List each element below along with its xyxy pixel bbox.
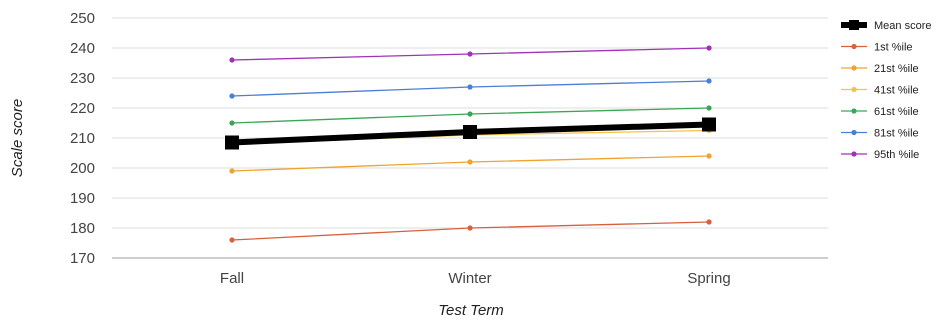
legend-item: Mean score <box>841 20 931 32</box>
series-95th-ile <box>229 45 712 63</box>
y-tick-label: 170 <box>70 250 95 267</box>
legend-label: 81st %ile <box>874 128 919 140</box>
legend-label: Mean score <box>874 20 931 32</box>
data-point <box>229 93 235 99</box>
legend-label: 1st %ile <box>874 42 913 54</box>
legend-label: 21st %ile <box>874 63 919 75</box>
series-mean-score <box>225 117 716 150</box>
legend-swatch-marker <box>849 20 859 30</box>
data-point <box>463 125 477 139</box>
y-tick-label: 240 <box>70 40 95 57</box>
y-tick-label: 190 <box>70 190 95 207</box>
legend-item: 61st %ile <box>841 106 919 118</box>
legend-label: 41st %ile <box>874 85 919 97</box>
series-line <box>231 221 710 241</box>
legend-swatch-marker <box>851 86 857 93</box>
data-point <box>706 153 712 159</box>
data-point <box>706 105 712 111</box>
legend: Mean score 1st %ile 21st %ile 41st %ile 61st… <box>841 20 931 161</box>
series-lines <box>225 45 716 243</box>
legend-item: 21st %ile <box>841 63 919 75</box>
data-point <box>229 168 235 174</box>
data-point <box>706 45 712 51</box>
x-tick-label: Winter <box>448 270 491 287</box>
legend-item: 81st %ile <box>841 128 919 140</box>
y-tick-label: 180 <box>70 220 95 237</box>
legend-swatch-marker <box>851 43 857 50</box>
data-point <box>467 111 473 117</box>
y-tick-label: 250 <box>70 10 95 27</box>
data-point <box>225 135 239 150</box>
legend-swatch-marker <box>851 65 857 71</box>
series-1st-ile <box>229 219 712 243</box>
legend-label: 61st %ile <box>874 106 919 118</box>
y-axis-ticks: 170 180 190 200 210 220 230 240 250 <box>70 10 95 267</box>
x-axis-title: Test Term <box>438 302 504 319</box>
data-point <box>706 219 712 225</box>
y-tick-label: 200 <box>70 160 95 177</box>
data-point <box>467 51 473 57</box>
series-21st-ile <box>229 153 712 174</box>
data-point <box>706 78 712 84</box>
data-point <box>229 237 235 243</box>
series-81st-ile <box>229 78 712 99</box>
data-point <box>229 57 235 63</box>
x-tick-label: Spring <box>687 270 730 287</box>
legend-swatch-marker <box>851 108 857 114</box>
y-tick-label: 220 <box>70 100 95 117</box>
x-tick-label: Fall <box>220 270 244 287</box>
legend-swatch-marker <box>851 129 857 136</box>
legend-item: 95th %ile <box>841 149 919 161</box>
x-axis-ticks: Fall Winter Spring <box>220 270 731 287</box>
series-61st-ile <box>229 105 712 126</box>
data-point <box>702 117 716 132</box>
legend-swatch-marker <box>851 151 857 157</box>
legend-item: 1st %ile <box>841 42 913 54</box>
y-axis-title: Scale score <box>9 99 26 177</box>
data-point <box>229 120 235 126</box>
y-tick-label: 230 <box>70 70 95 87</box>
y-tick-label: 210 <box>70 130 95 147</box>
data-point <box>467 84 473 90</box>
data-point <box>467 159 473 165</box>
legend-label: 95th %ile <box>874 149 919 161</box>
data-point <box>467 225 473 231</box>
legend-item: 41st %ile <box>841 85 919 97</box>
